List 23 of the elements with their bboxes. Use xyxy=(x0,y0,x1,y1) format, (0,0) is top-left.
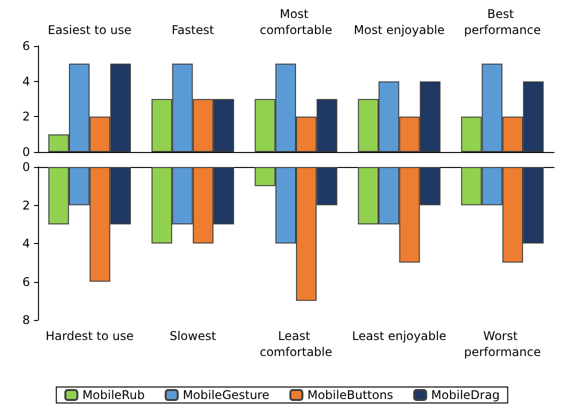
legend-label: MobileGesture xyxy=(182,388,270,402)
legend-label: MobileButtons xyxy=(307,388,394,402)
x-tick-label: Least comfortable xyxy=(260,329,332,359)
legend-label: MobileRub xyxy=(82,388,145,402)
y-tick-label: 4 xyxy=(22,74,30,88)
y-tick-label: 2 xyxy=(22,110,30,124)
y-tick-label: 8 xyxy=(22,313,30,327)
x-tick-label: Least enjoyable xyxy=(352,329,446,343)
y-tick-label: 6 xyxy=(22,39,30,53)
y-tick-label: 0 xyxy=(22,160,30,174)
legend-label: MobileDrag xyxy=(431,388,500,402)
y-tick-label: 6 xyxy=(22,274,30,289)
x-tick-label: Best performance xyxy=(464,7,541,37)
y-tick-label: 0 xyxy=(22,145,30,159)
y-tick-label: 4 xyxy=(22,236,30,250)
x-tick-label: Hardest to use xyxy=(46,329,134,343)
x-tick-label: Most enjoyable xyxy=(354,23,445,37)
y-tick-label: 2 xyxy=(22,198,30,212)
x-tick-label: Most comfortable xyxy=(260,7,332,37)
x-tick-label: Slowest xyxy=(170,329,216,343)
x-tick-label: Easiest to use xyxy=(48,23,132,37)
x-tick-label: Fastest xyxy=(172,23,214,37)
x-tick-label: Worst performance xyxy=(464,329,541,359)
